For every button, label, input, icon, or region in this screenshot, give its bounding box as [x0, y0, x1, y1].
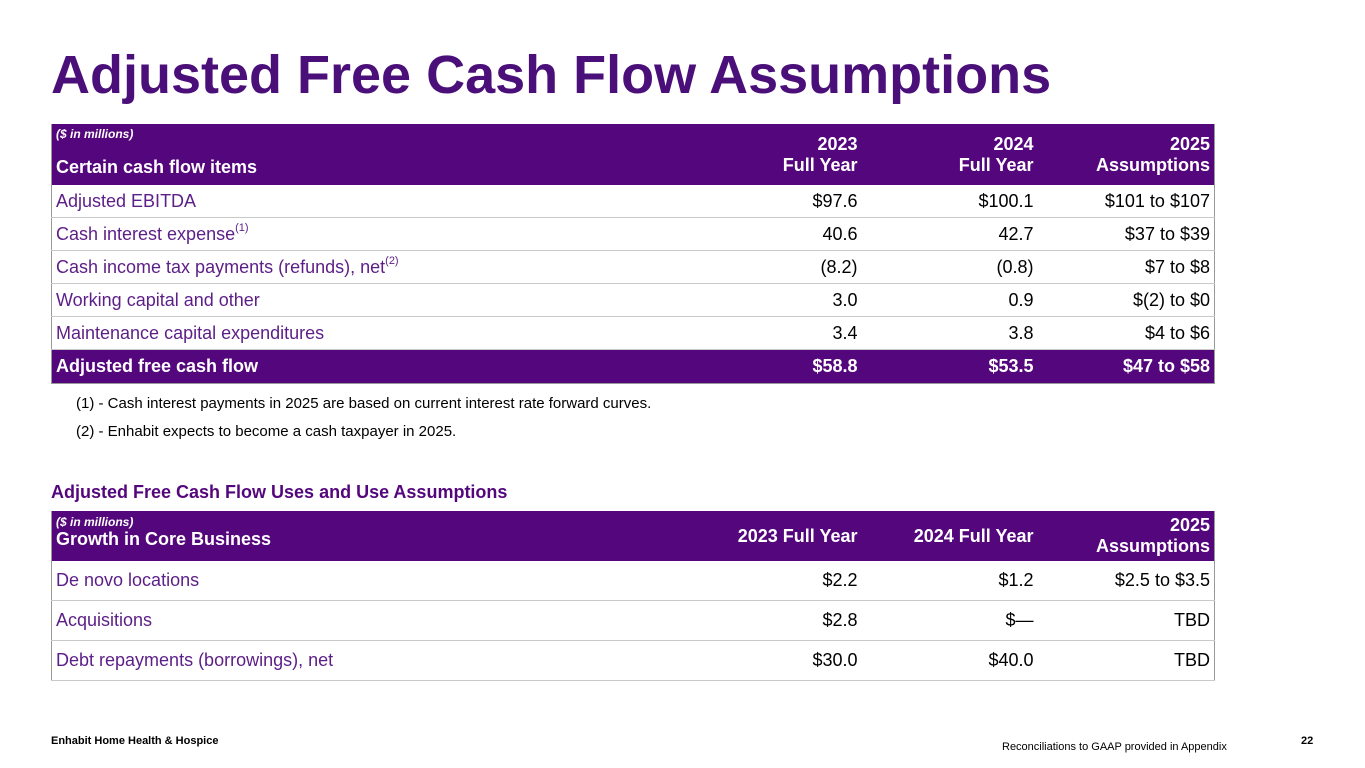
footnote-2: (2) - Enhabit expects to become a cash t…	[76, 423, 457, 440]
cell-value: $101 to $107	[1037, 185, 1215, 218]
cell-value: $2.8	[685, 600, 862, 641]
cell-value: (0.8)	[861, 250, 1038, 284]
cell-value: $2.2	[685, 561, 862, 601]
page-number: 22	[1301, 735, 1314, 747]
total-value: $47 to $58	[1037, 349, 1215, 384]
table-header: ($ in millions) Certain cash flow items …	[51, 124, 1215, 185]
cell-value: $(2) to $0	[1037, 283, 1215, 317]
cell-value: 42.7	[861, 217, 1038, 251]
header-subject-cell: ($ in millions) Certain cash flow items	[51, 124, 686, 185]
table-subject: Growth in Core Business	[56, 529, 272, 549]
footnote-1: (1) - Cash interest payments in 2025 are…	[76, 395, 652, 412]
units-label: ($ in millions)	[56, 127, 134, 141]
column-header-2024: 2024 Full Year	[861, 124, 1038, 185]
column-header-2023: 2023 Full Year	[685, 511, 862, 561]
cell-value: TBD	[1037, 640, 1215, 681]
cash-flow-uses-table: ($ in millions) Growth in Core Business …	[51, 511, 1215, 681]
section-title: Adjusted Free Cash Flow Uses and Use Ass…	[51, 482, 508, 502]
cell-value: 3.8	[861, 316, 1038, 350]
table-row: Adjusted EBITDA $97.6 $100.1 $101 to $10…	[51, 185, 1215, 218]
cash-flow-items-table: ($ in millions) Certain cash flow items …	[51, 124, 1215, 384]
row-label: Cash income tax payments (refunds), net(…	[51, 250, 686, 284]
total-row: Adjusted free cash flow $58.8 $53.5 $47 …	[51, 349, 1215, 384]
row-label: Cash interest expense(1)	[51, 217, 686, 251]
row-label: Maintenance capital expenditures	[51, 316, 686, 350]
cell-value: 0.9	[861, 283, 1038, 317]
table-row: Maintenance capital expenditures 3.4 3.8…	[51, 316, 1215, 350]
cell-value: (8.2)	[685, 250, 862, 284]
cell-value: $30.0	[685, 640, 862, 681]
cell-value: $4 to $6	[1037, 316, 1215, 350]
table-row: Debt repayments (borrowings), net $30.0 …	[51, 640, 1215, 681]
table-row: Acquisitions $2.8 $— TBD	[51, 600, 1215, 641]
cell-value: 3.0	[685, 283, 862, 317]
cell-value: 3.4	[685, 316, 862, 350]
cell-value: $37 to $39	[1037, 217, 1215, 251]
cell-value: 40.6	[685, 217, 862, 251]
column-header-2023: 2023 Full Year	[685, 124, 862, 185]
total-value: $58.8	[685, 349, 862, 384]
cell-value: $7 to $8	[1037, 250, 1215, 284]
total-value: $53.5	[861, 349, 1038, 384]
gaap-note: Reconciliations to GAAP provided in Appe…	[1002, 741, 1227, 753]
table-row: Cash interest expense(1) 40.6 42.7 $37 t…	[51, 217, 1215, 251]
table-row: De novo locations $2.2 $1.2 $2.5 to $3.5	[51, 561, 1215, 601]
table-row: Working capital and other 3.0 0.9 $(2) t…	[51, 283, 1215, 317]
cell-value: $1.2	[861, 561, 1038, 601]
page-title: Adjusted Free Cash Flow Assumptions	[51, 45, 1052, 105]
header-subject-cell: ($ in millions) Growth in Core Business	[51, 511, 686, 561]
table-row: Cash income tax payments (refunds), net(…	[51, 250, 1215, 284]
cell-value: TBD	[1037, 600, 1215, 641]
cell-value: $2.5 to $3.5	[1037, 561, 1215, 601]
column-header-2025: 2025 Assumptions	[1037, 511, 1215, 561]
row-label: Acquisitions	[51, 600, 686, 641]
total-label: Adjusted free cash flow	[51, 349, 686, 384]
row-label: De novo locations	[51, 561, 686, 601]
row-label: Working capital and other	[51, 283, 686, 317]
table-subject: Certain cash flow items	[56, 157, 258, 177]
units-label: ($ in millions)	[56, 515, 134, 529]
cell-value: $—	[861, 600, 1038, 641]
company-name: Enhabit Home Health & Hospice	[51, 735, 219, 747]
cell-value: $97.6	[685, 185, 862, 218]
cell-value: $40.0	[861, 640, 1038, 681]
column-header-2025: 2025 Assumptions	[1037, 124, 1215, 185]
row-label: Adjusted EBITDA	[51, 185, 686, 218]
cell-value: $100.1	[861, 185, 1038, 218]
table-header: ($ in millions) Growth in Core Business …	[51, 511, 1215, 561]
column-header-2024: 2024 Full Year	[861, 511, 1038, 561]
row-label: Debt repayments (borrowings), net	[51, 640, 686, 681]
